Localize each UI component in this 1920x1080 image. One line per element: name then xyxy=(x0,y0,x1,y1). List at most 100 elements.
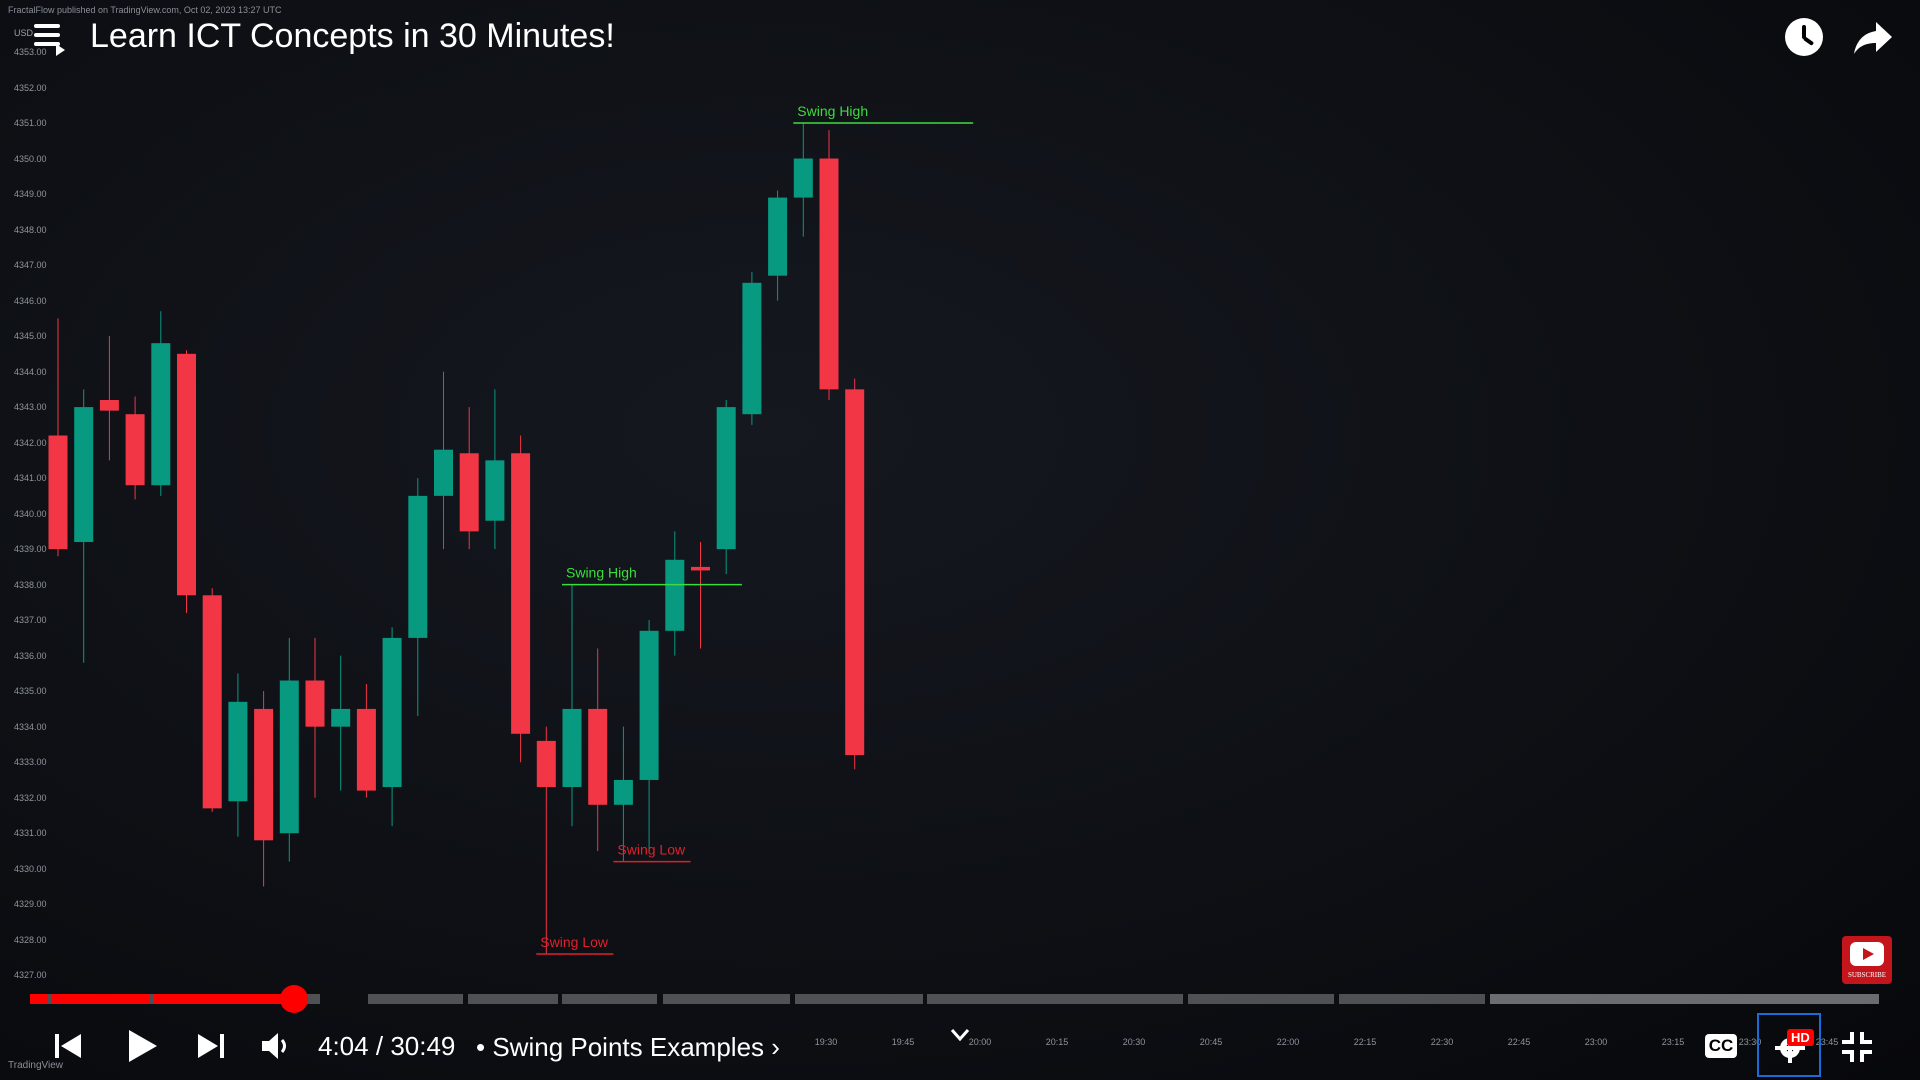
candle-body xyxy=(691,566,710,571)
chapter-segment[interactable] xyxy=(1188,994,1334,1004)
swing-high-label: Swing High xyxy=(566,565,637,581)
candle-body xyxy=(793,158,813,198)
price-tick-label: 4340.00 xyxy=(14,508,47,519)
price-tick-label: 4342.00 xyxy=(14,437,47,448)
candle xyxy=(793,123,813,237)
price-tick-label: 4347.00 xyxy=(14,260,47,271)
price-tick-label: 4353.00 xyxy=(14,47,47,57)
progress-bar[interactable] xyxy=(30,985,1889,1013)
played-segment xyxy=(154,994,284,1004)
candle xyxy=(768,190,788,301)
exit-fullscreen-icon[interactable] xyxy=(1842,1032,1872,1062)
time-tick-label: 22:30 xyxy=(1430,1037,1454,1047)
chapter-bullet: • xyxy=(476,1032,486,1062)
candle xyxy=(254,691,274,887)
price-tick-label: 4343.00 xyxy=(14,402,47,413)
chapter-segment[interactable] xyxy=(1339,994,1485,1004)
time-tick-label: 23:15 xyxy=(1661,1037,1685,1047)
chapter-segment[interactable] xyxy=(795,994,923,1004)
candle-body xyxy=(279,680,299,834)
price-axis: 4353.00 4352.00 4351.00 4350.00 4349.00 4348.… xyxy=(0,0,60,1080)
candle-body xyxy=(228,701,248,802)
candle-body xyxy=(177,353,196,596)
candle xyxy=(845,378,865,770)
time-display: 4:04 / 30:49 xyxy=(318,1031,455,1062)
candle xyxy=(434,371,453,550)
time-tick-label: 23:45 xyxy=(1815,1037,1839,1047)
price-tick-label: 4335.00 xyxy=(14,686,47,697)
candle-body xyxy=(845,389,865,756)
candle-body xyxy=(588,708,608,805)
subscribe-button[interactable]: SUBSCRIBE xyxy=(1842,936,1892,984)
candle-body xyxy=(382,637,402,788)
settings-button[interactable]: HD xyxy=(1757,1013,1821,1077)
chapter-segment[interactable] xyxy=(663,994,790,1004)
price-tick-label: 4328.00 xyxy=(14,934,47,945)
chapter-segment[interactable] xyxy=(368,994,463,1004)
candle xyxy=(382,627,402,827)
candle xyxy=(228,673,248,837)
price-tick-label: 4333.00 xyxy=(14,757,47,768)
progress-scrubber[interactable] xyxy=(280,985,308,1013)
candle xyxy=(742,272,762,425)
candle xyxy=(331,655,351,791)
price-tick-label: 4330.00 xyxy=(14,863,47,874)
candle xyxy=(588,648,608,851)
chapter-title: Swing Points Examples xyxy=(492,1032,765,1062)
previous-icon[interactable] xyxy=(55,1034,81,1058)
menu-playlist-icon[interactable] xyxy=(34,24,65,56)
chevron-down-icon[interactable] xyxy=(950,1028,970,1042)
chapter-segment[interactable] xyxy=(468,994,558,1004)
candle-body xyxy=(511,453,531,734)
candle-body xyxy=(331,708,351,727)
price-tick-label: 4337.00 xyxy=(14,615,47,626)
subscribe-label: SUBSCRIBE xyxy=(1847,971,1887,979)
candle-body xyxy=(74,407,94,543)
next-icon[interactable] xyxy=(198,1034,224,1058)
hd-badge: HD xyxy=(1787,1029,1814,1046)
candle-body xyxy=(639,630,659,780)
price-tick-label: 4349.00 xyxy=(14,189,47,200)
candle-body xyxy=(202,595,222,809)
candle-body xyxy=(716,407,736,550)
clock-icon[interactable] xyxy=(1785,18,1823,56)
candle-body xyxy=(819,158,839,390)
candle xyxy=(177,350,196,614)
candle-body xyxy=(665,559,685,631)
time-tick-label: 20:30 xyxy=(1122,1037,1146,1047)
volume-icon[interactable] xyxy=(262,1033,296,1059)
time-tick-label: 23:00 xyxy=(1584,1037,1608,1047)
chapter-segment[interactable] xyxy=(1490,994,1879,1004)
time-tick-label: 19:45 xyxy=(891,1037,915,1047)
chapter-segment[interactable] xyxy=(562,994,657,1004)
candle xyxy=(99,336,119,461)
candle xyxy=(665,531,685,656)
price-tick-label: 4350.00 xyxy=(14,153,47,164)
price-tick-label: 4348.00 xyxy=(14,224,47,235)
chapter-segment[interactable] xyxy=(927,994,1183,1004)
time-tick-label: 22:15 xyxy=(1353,1037,1377,1047)
candle xyxy=(74,389,94,663)
chapter-title-button[interactable]: • Swing Points Examples › xyxy=(476,1032,780,1063)
candle-body xyxy=(48,435,68,550)
price-tick-label: 4338.00 xyxy=(14,579,47,590)
price-tick-label: 4336.00 xyxy=(14,650,47,661)
candle xyxy=(151,311,171,496)
time-tick-label: 23:30 xyxy=(1738,1037,1762,1047)
candle xyxy=(691,542,710,649)
candle xyxy=(639,620,659,851)
share-icon[interactable] xyxy=(1852,18,1894,58)
candle xyxy=(356,684,376,798)
tradingview-logo: TradingView xyxy=(8,1060,64,1071)
video-title[interactable]: Learn ICT Concepts in 30 Minutes! xyxy=(90,17,615,55)
time-tick-label: 22:00 xyxy=(1276,1037,1300,1047)
price-tick-label: 4327.00 xyxy=(14,970,47,981)
price-tick-label: 4351.00 xyxy=(14,118,47,129)
candle xyxy=(536,726,556,954)
duration: 30:49 xyxy=(390,1031,456,1061)
play-icon[interactable] xyxy=(127,1030,157,1062)
candle xyxy=(202,588,222,812)
captions-button[interactable]: CC xyxy=(1705,1034,1737,1058)
swing-low-label: Swing Low xyxy=(617,842,686,858)
